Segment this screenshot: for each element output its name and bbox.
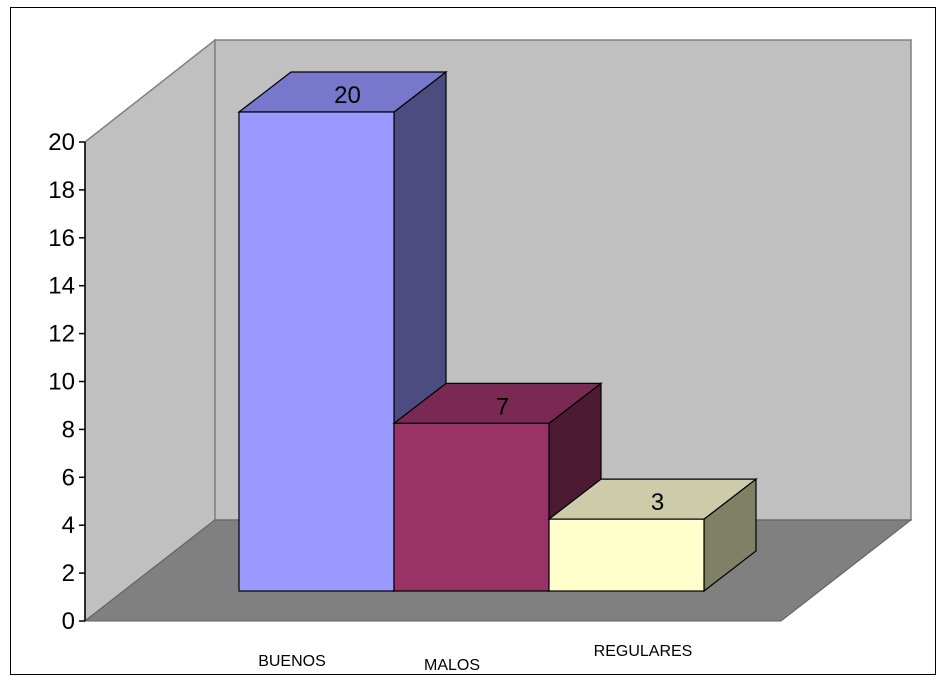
bar-front: [393, 422, 550, 592]
y-tick-label: 16: [48, 225, 75, 252]
bar-front: [548, 518, 705, 592]
y-tick-label: 14: [48, 273, 75, 300]
y-tick-label: 4: [62, 512, 75, 539]
bar-buenos: [237, 70, 448, 593]
data-label: 7: [496, 393, 509, 420]
bars: [237, 70, 758, 593]
x-category-label: REGULARES: [594, 643, 693, 660]
bar-front: [238, 111, 395, 592]
y-tick-label: 10: [48, 369, 75, 396]
y-tick-label: 2: [62, 560, 75, 587]
y-tick-label: 18: [48, 177, 75, 204]
y-tick-label: 6: [62, 464, 75, 491]
y-tick-label: 12: [48, 321, 75, 348]
y-tick-label: 8: [62, 416, 75, 443]
category-labels: BUENOS MALOS REGULARES: [258, 643, 692, 674]
y-tick-label: 0: [62, 608, 75, 635]
bar-regulares: [547, 477, 758, 593]
side-wall: [84, 38, 216, 623]
data-label: 20: [334, 82, 361, 109]
data-label: 3: [651, 489, 664, 516]
y-ticks: 0 2 4 6 8 10 12 14 16 18 20: [48, 129, 85, 635]
bar-malos: [392, 382, 603, 593]
x-category-label: MALOS: [424, 657, 480, 674]
y-tick-label: 20: [48, 129, 75, 156]
x-category-label: BUENOS: [258, 653, 326, 670]
